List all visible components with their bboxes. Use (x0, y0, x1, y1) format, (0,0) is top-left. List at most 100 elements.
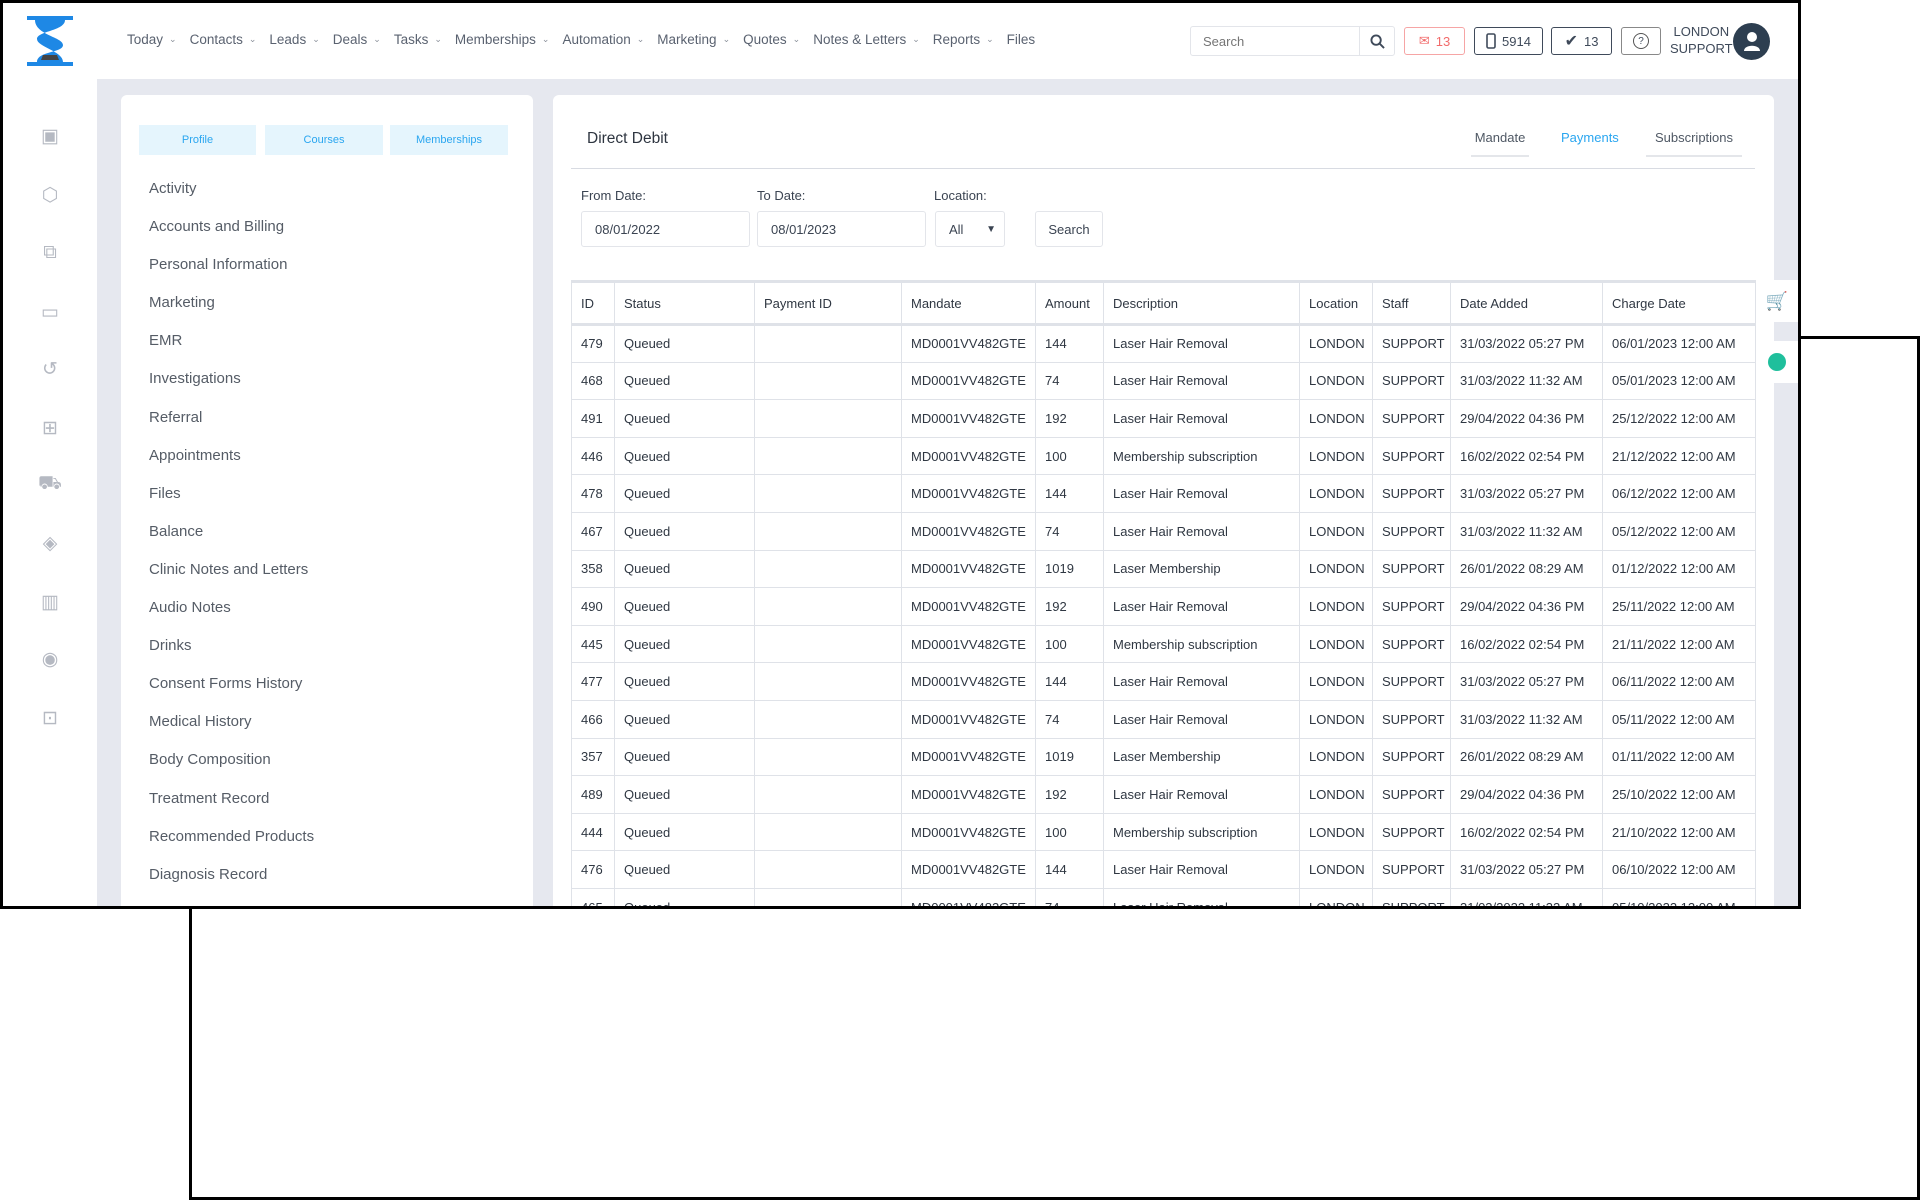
page-scrollbar[interactable] (1793, 79, 1798, 906)
sidebar-item-body-composition[interactable]: Body Composition (149, 751, 271, 769)
search-button[interactable] (1359, 27, 1394, 55)
sidebar-item-emr[interactable]: EMR (149, 332, 183, 350)
table-row[interactable]: 465 Queued MD0001VV482GTE 74 Laser Hair Remo… (571, 887, 1756, 906)
nav-item-quotes[interactable]: Quotes ⌄ (743, 32, 800, 47)
help-button[interactable]: ? (1621, 27, 1661, 55)
sidebar-item-personal-information[interactable]: Personal Information (149, 256, 288, 274)
column-header[interactable]: Amount (1035, 280, 1104, 326)
search-filter-button[interactable]: Search (1035, 211, 1103, 247)
nav-item-deals[interactable]: Deals ⌄ (333, 32, 381, 47)
cart-float-button[interactable]: 🛒 (1756, 280, 1798, 322)
to-date-input[interactable]: 08/01/2023 (757, 211, 926, 247)
calendar-icon[interactable]: ▣ (41, 125, 59, 147)
sidebar-item-clinic-notes-and-letters[interactable]: Clinic Notes and Letters (149, 560, 309, 578)
mail-button[interactable]: ✉ 13 (1404, 27, 1465, 55)
sidebar-item-files[interactable]: Files (149, 484, 181, 502)
table-row[interactable]: 466 Queued MD0001VV482GTE 74 Laser Hair Remo… (571, 699, 1756, 739)
nav-item-files[interactable]: Files (1007, 32, 1036, 47)
nav-item-label: Memberships (454, 32, 536, 47)
nav-item-leads[interactable]: Leads ⌄ (269, 32, 319, 47)
logo-icon (27, 16, 73, 66)
sidebar-item-drinks[interactable]: Drinks (149, 637, 192, 655)
location-select[interactable]: All ▼ (935, 211, 1005, 247)
nav-item-automation[interactable]: Automation ⌄ (562, 32, 644, 47)
cart-icon[interactable]: ⛟ (38, 473, 62, 494)
tab-profile[interactable]: Profile (139, 125, 256, 155)
column-header[interactable]: Payment ID (754, 280, 902, 326)
table-row[interactable]: 479 Queued MD0001VV482GTE 144 Laser Hair Rem… (571, 324, 1756, 363)
sidebar-item-audio-notes[interactable]: Audio Notes (149, 599, 231, 617)
table-row[interactable]: 446 Queued MD0001VV482GTE 100 Membership sub… (571, 436, 1756, 476)
table-row[interactable]: 445 Queued MD0001VV482GTE 100 Membership sub… (571, 624, 1756, 664)
sidebar-item-activity[interactable]: Activity (149, 180, 197, 197)
table-cell (754, 324, 902, 363)
sidebar-item-medical-history[interactable]: Medical History (149, 713, 252, 731)
sidebar-item-recommended-products[interactable]: Recommended Products (149, 827, 315, 845)
table-cell: 468 (571, 361, 615, 401)
box-icon[interactable]: ⬡ (41, 184, 59, 206)
phone-button[interactable]: 5914 (1474, 27, 1543, 55)
tab-subscriptions[interactable]: Subscriptions (1646, 130, 1742, 157)
table-row[interactable]: 468 Queued MD0001VV482GTE 74 Laser Hair Remo… (571, 361, 1756, 401)
table-cell: 31/03/2022 11:32 AM (1450, 511, 1603, 551)
search-input[interactable] (1191, 27, 1359, 55)
user-circle-icon[interactable]: ◉ (41, 648, 59, 670)
table-cell: SUPPORT (1372, 474, 1451, 513)
tasks-button[interactable]: ✔ 13 (1551, 27, 1612, 55)
report-icon[interactable]: ▥ (41, 591, 59, 613)
tab-courses[interactable]: Courses (265, 125, 383, 155)
history-icon[interactable]: ↺ (42, 358, 58, 380)
location-label: Location: (934, 188, 987, 203)
nav-item-memberships[interactable]: Memberships ⌄ (455, 32, 550, 47)
tab-memberships[interactable]: Memberships (390, 125, 508, 155)
tab-payments[interactable]: Payments (1561, 130, 1619, 145)
table-row[interactable]: 357 Queued MD0001VV482GTE 1019 Laser Members… (571, 737, 1756, 777)
sidebar-item-appointments[interactable]: Appointments (149, 446, 241, 464)
column-header[interactable]: Status (614, 280, 755, 326)
column-header[interactable]: Location (1299, 280, 1373, 326)
nav-item-notes-letters[interactable]: Notes & Letters ⌄ (813, 32, 920, 47)
basket-icon[interactable]: ▭ (41, 301, 59, 323)
tab-mandate[interactable]: Mandate (1471, 130, 1529, 157)
avatar[interactable] (1733, 23, 1770, 60)
nav-item-marketing[interactable]: Marketing ⌄ (657, 32, 730, 47)
phone-float-button[interactable] (1756, 341, 1798, 383)
sidebar-item-treatment-record[interactable]: Treatment Record (149, 789, 270, 807)
table-cell: Laser Hair Removal (1103, 850, 1300, 889)
table-row[interactable]: 467 Queued MD0001VV482GTE 74 Laser Hair Remo… (571, 511, 1756, 551)
table-cell: 16/02/2022 02:54 PM (1450, 624, 1603, 664)
table-cell: 478 (571, 474, 615, 513)
sidebar-item-investigations[interactable]: Investigations (149, 370, 241, 388)
sidebar-item-diagnosis-record[interactable]: Diagnosis Record (149, 865, 268, 883)
user-name[interactable]: LONDON SUPPORT (1670, 23, 1733, 57)
nav-item-today[interactable]: Today ⌄ (127, 32, 177, 47)
table-row[interactable]: 477 Queued MD0001VV482GTE 144 Laser Hair Rem… (571, 662, 1756, 701)
table-cell: LONDON (1299, 361, 1373, 401)
sidebar-item-balance[interactable]: Balance (149, 522, 204, 540)
table-row[interactable]: 478 Queued MD0001VV482GTE 144 Laser Hair Rem… (571, 474, 1756, 513)
nav-item-reports[interactable]: Reports ⌄ (933, 32, 994, 47)
from-date-input[interactable]: 08/01/2022 (581, 211, 750, 247)
table-row[interactable]: 490 Queued MD0001VV482GTE 192 Laser Hair Rem… (571, 587, 1756, 626)
sidebar-item-consent-forms-history[interactable]: Consent Forms History (149, 675, 303, 693)
nav-item-tasks[interactable]: Tasks ⌄ (394, 32, 442, 47)
sidebar-item-marketing[interactable]: Marketing (149, 294, 215, 312)
column-header[interactable]: Staff (1372, 280, 1451, 326)
gift-icon[interactable]: ⊞ (42, 417, 58, 439)
column-header[interactable]: ID (571, 280, 615, 326)
table-row[interactable]: 358 Queued MD0001VV482GTE 1019 Laser Members… (571, 549, 1756, 589)
table-row[interactable]: 491 Queued MD0001VV482GTE 192 Laser Hair Rem… (571, 399, 1756, 438)
sidebar-item-accounts-and-billing[interactable]: Accounts and Billing (149, 218, 285, 236)
lock-icon[interactable]: ⊡ (42, 707, 58, 729)
table-row[interactable]: 476 Queued MD0001VV482GTE 144 Laser Hair Rem… (571, 850, 1756, 889)
sidebar-item-referral[interactable]: Referral (149, 408, 203, 426)
column-header[interactable]: Charge Date (1602, 280, 1756, 326)
column-header[interactable]: Mandate (901, 280, 1036, 326)
column-header[interactable]: Date Added (1450, 280, 1603, 326)
table-row[interactable]: 444 Queued MD0001VV482GTE 100 Membership sub… (571, 812, 1756, 852)
column-header[interactable]: Description (1103, 280, 1300, 326)
copy-icon[interactable]: ⧉ (43, 242, 57, 263)
nav-item-contacts[interactable]: Contacts ⌄ (190, 32, 257, 47)
table-row[interactable]: 489 Queued MD0001VV482GTE 192 Laser Hair Rem… (571, 775, 1756, 814)
tag-icon[interactable]: ◈ (42, 532, 58, 554)
